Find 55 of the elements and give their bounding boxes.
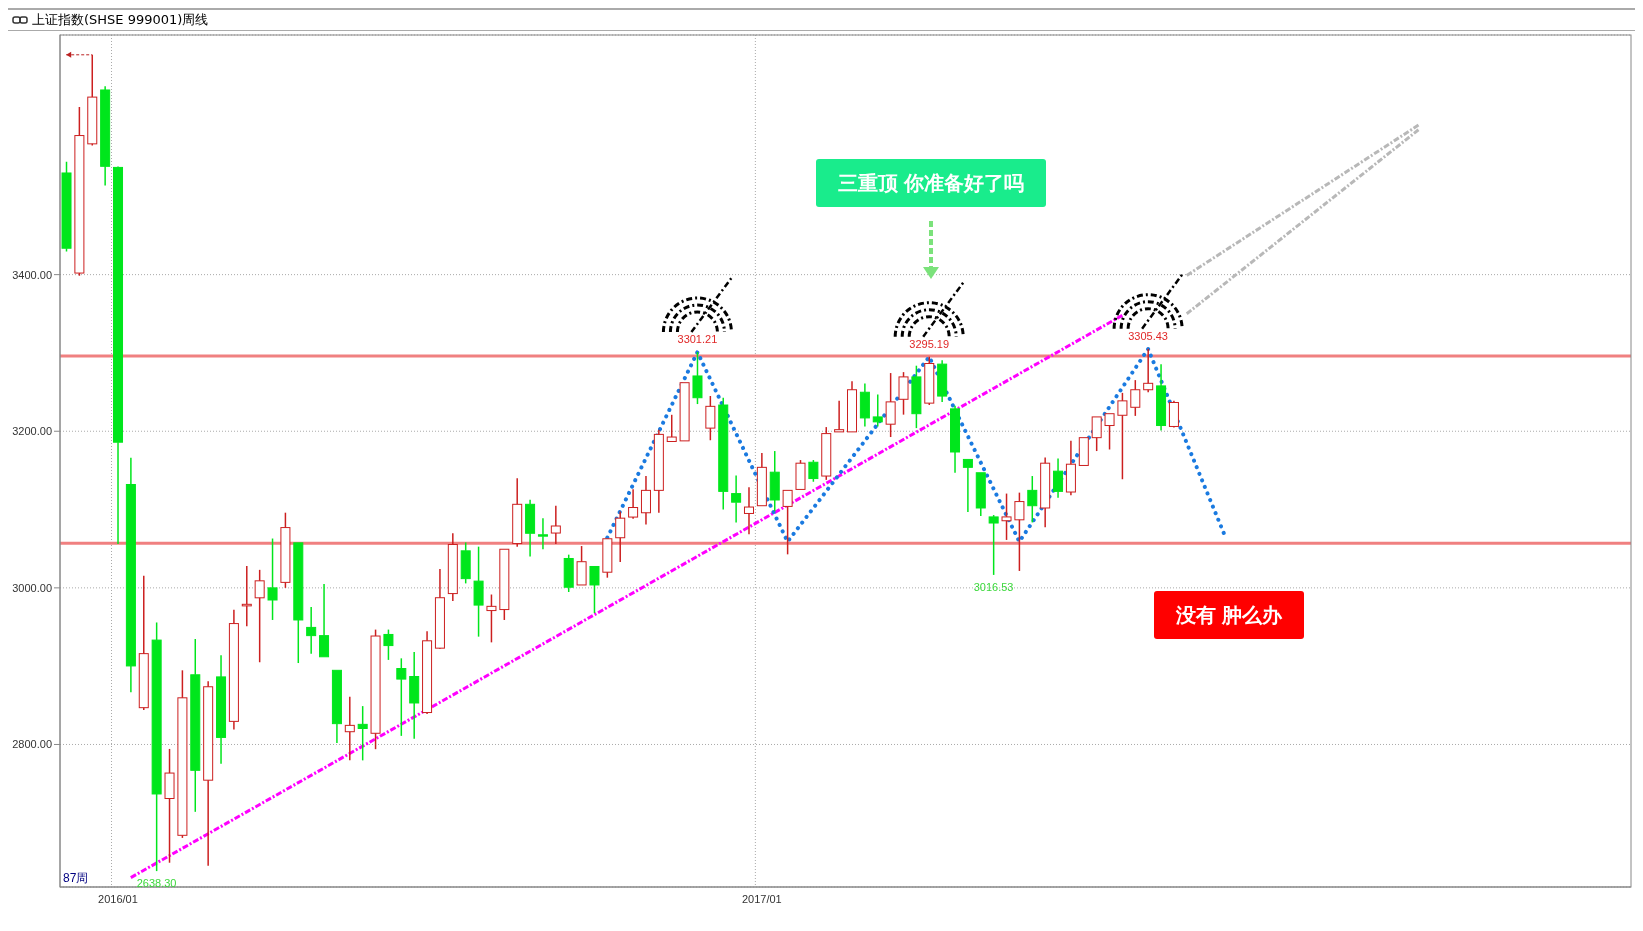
candlestick bbox=[525, 499, 536, 558]
candlestick bbox=[267, 537, 278, 621]
y-tick-label: 3000.00 bbox=[12, 581, 52, 594]
annotation: 2638.30 bbox=[136, 877, 177, 890]
x-tick-label: 2016/01 bbox=[98, 892, 138, 905]
candlestick bbox=[473, 545, 484, 638]
candlestick bbox=[447, 532, 458, 602]
candlestick bbox=[1143, 347, 1154, 393]
annotation: 87周 bbox=[63, 871, 89, 885]
candlestick bbox=[731, 474, 742, 524]
candlestick bbox=[615, 510, 626, 563]
candlestick bbox=[950, 404, 961, 474]
candlestick bbox=[1065, 440, 1076, 496]
candlestick bbox=[422, 630, 433, 715]
candlestick bbox=[306, 606, 317, 655]
annotation: 3305.43 bbox=[1128, 329, 1168, 342]
y-tick-label: 2800.00 bbox=[12, 738, 52, 751]
candlestick bbox=[512, 477, 523, 548]
candlestick bbox=[216, 654, 227, 765]
candlestick bbox=[164, 748, 175, 864]
candlestick bbox=[434, 568, 445, 649]
annotation: 3301.21 bbox=[677, 332, 718, 345]
candlestick bbox=[357, 705, 368, 762]
candlestick bbox=[640, 475, 651, 526]
candlestick bbox=[653, 428, 664, 514]
candlestick bbox=[138, 575, 149, 711]
candlestick bbox=[125, 456, 136, 694]
candlestick bbox=[344, 695, 355, 762]
annotation: 3295.19 bbox=[909, 337, 950, 350]
candlestick bbox=[100, 85, 111, 187]
candlestick bbox=[203, 680, 214, 867]
candlestick bbox=[872, 393, 883, 428]
candlestick bbox=[228, 609, 239, 731]
candlestick bbox=[1053, 457, 1064, 499]
annotation: 三重顶 你准备好了吗 bbox=[816, 159, 1046, 207]
annotation: 3016.53 bbox=[973, 580, 1014, 593]
candlestick bbox=[743, 486, 754, 535]
candlestick bbox=[937, 359, 948, 403]
candlestick bbox=[550, 505, 561, 545]
candlestick bbox=[718, 396, 729, 511]
y-tick-label: 3200.00 bbox=[12, 425, 52, 438]
candlestick bbox=[409, 651, 420, 740]
candlestick bbox=[1040, 456, 1051, 528]
candlestick bbox=[1168, 400, 1179, 427]
candlestick bbox=[628, 488, 639, 520]
chart-title: 上证指数(SHSE 999001)周线 bbox=[32, 11, 209, 29]
candlestick bbox=[1156, 363, 1167, 432]
candlestick bbox=[1001, 492, 1012, 541]
annotation: 没有 肿么办 bbox=[1154, 591, 1304, 639]
candlestick bbox=[537, 517, 548, 550]
candlestick bbox=[190, 638, 201, 813]
y-tick-label: 3400.00 bbox=[12, 268, 52, 281]
x-tick-label: 2017/01 bbox=[741, 892, 782, 905]
candlestick bbox=[241, 565, 252, 627]
candlestick bbox=[859, 382, 870, 428]
